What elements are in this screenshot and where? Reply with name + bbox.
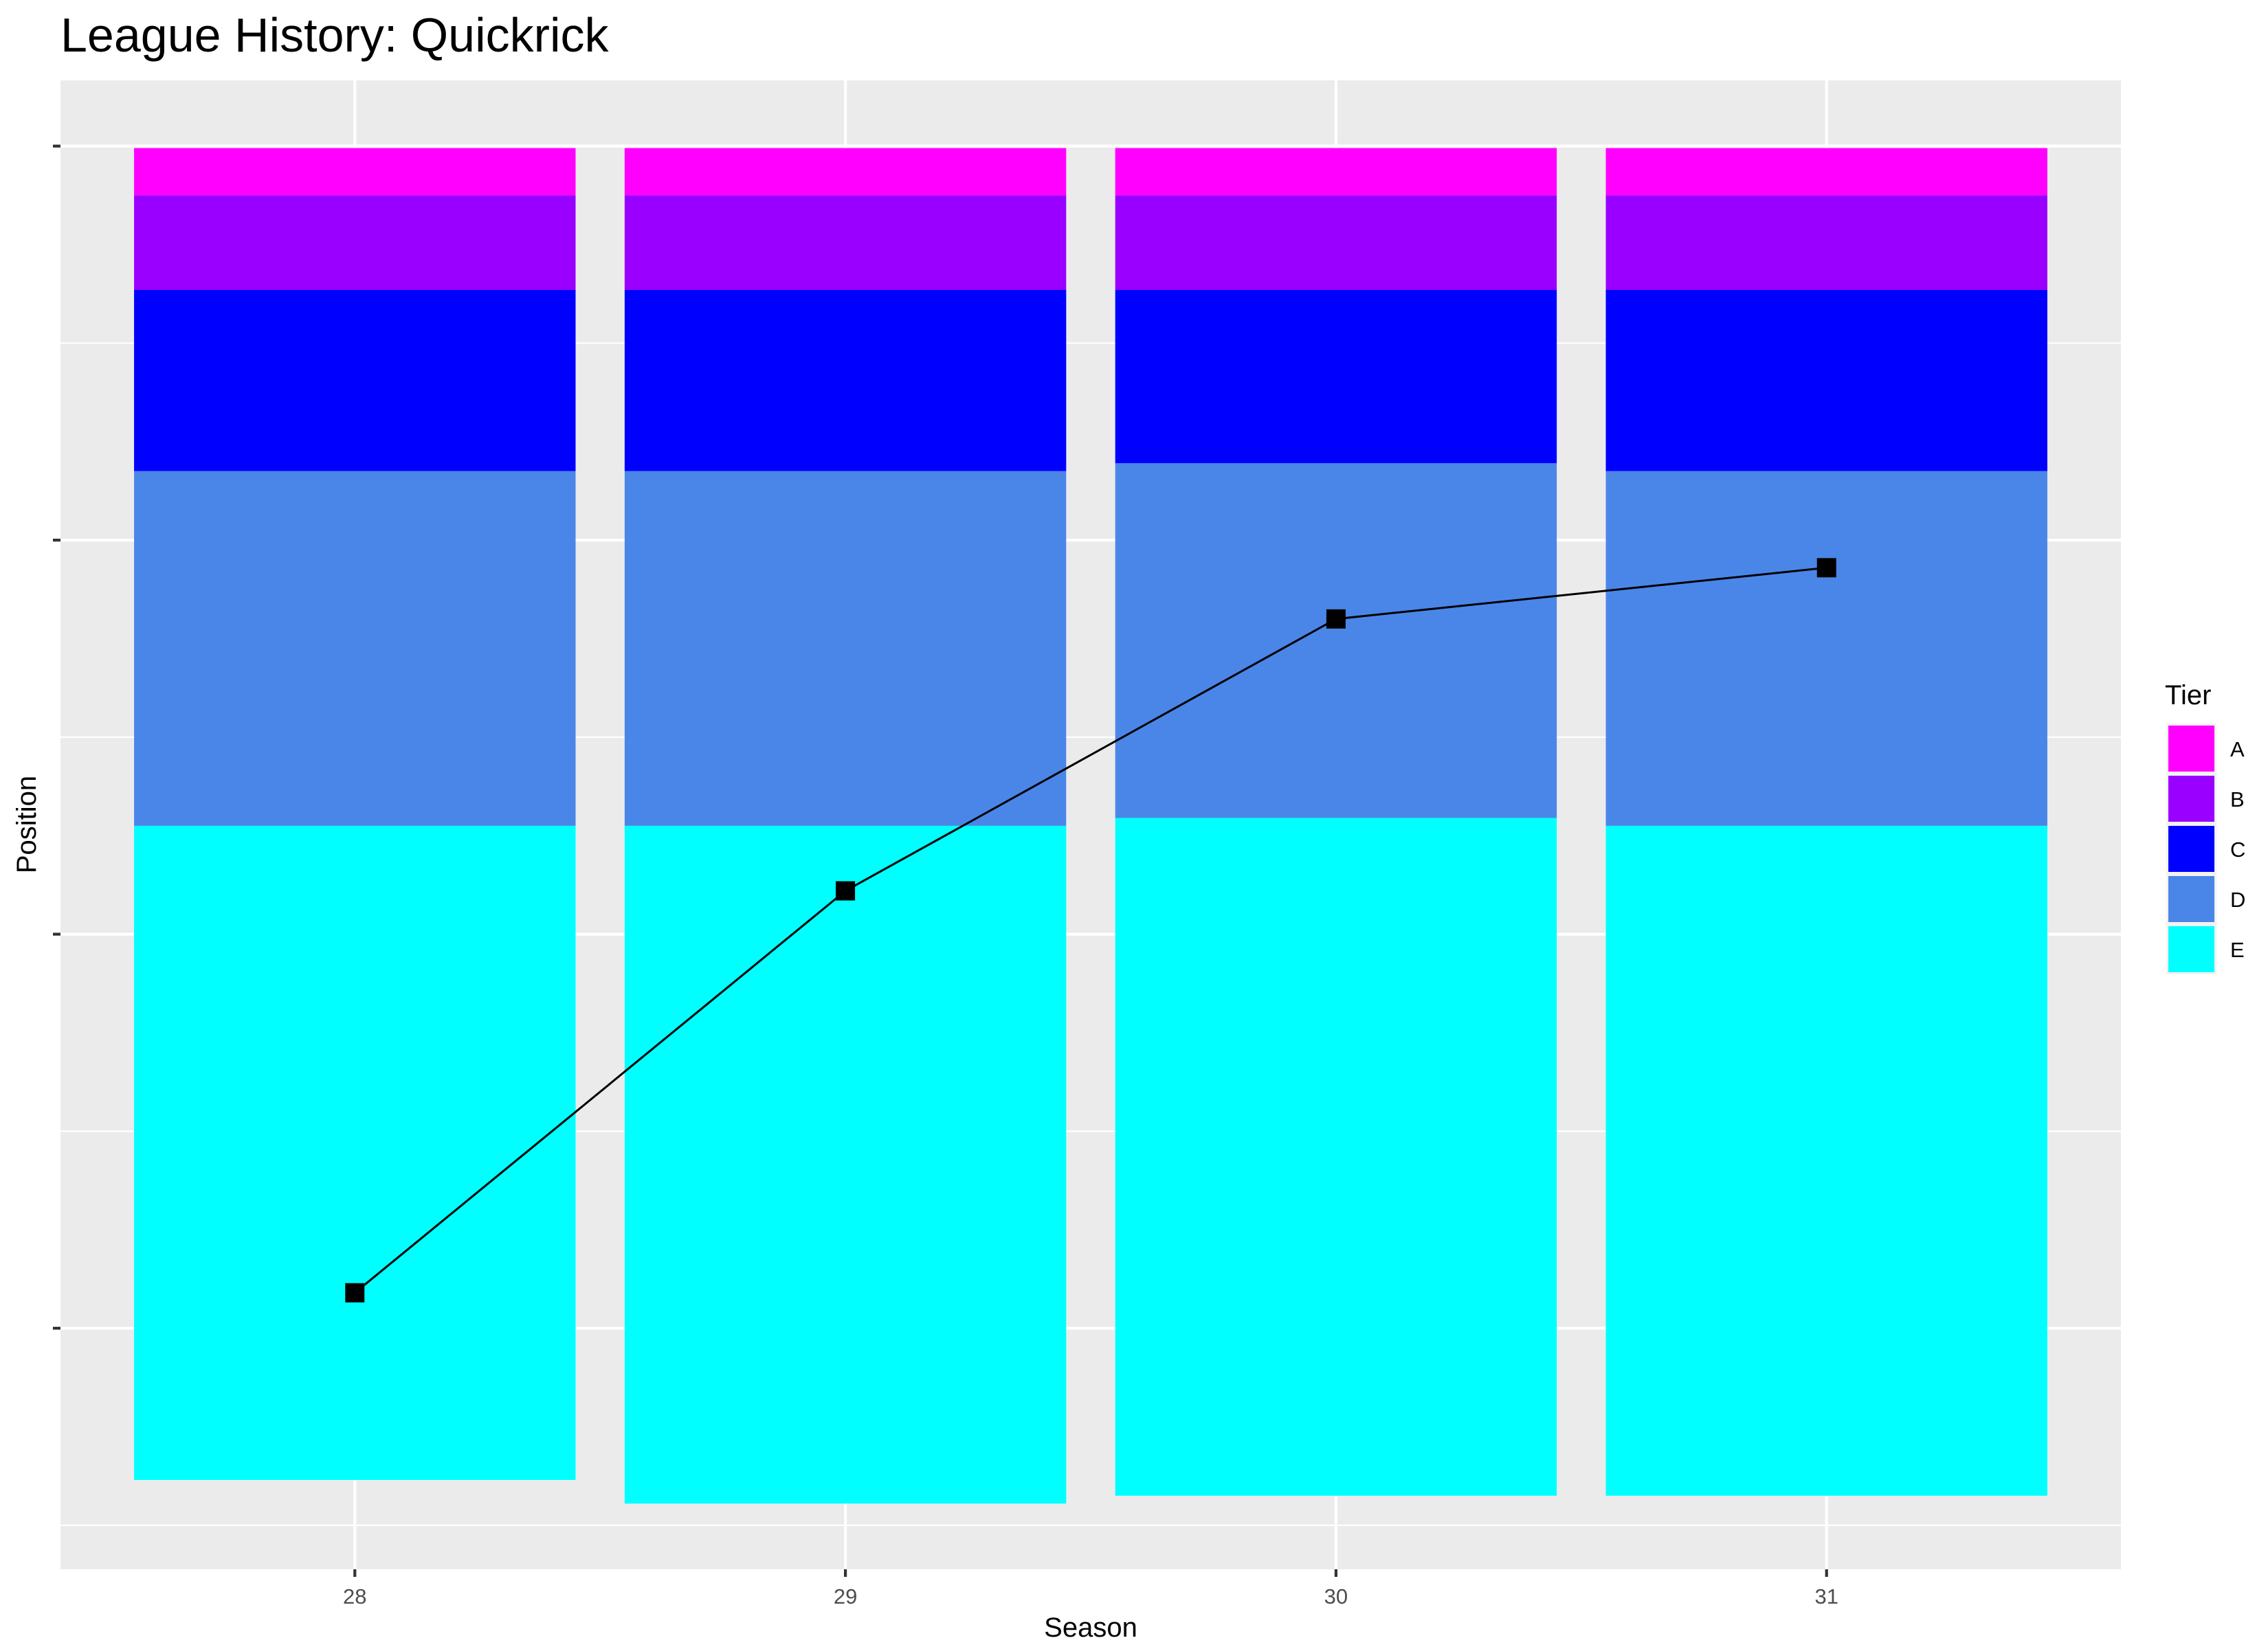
bar-tier-c-season-29 xyxy=(624,289,1067,471)
legend-label-a: A xyxy=(2230,737,2245,761)
legend-label-d: D xyxy=(2230,888,2245,912)
bar-tier-d-season-29 xyxy=(624,471,1067,826)
legend-label-c: C xyxy=(2230,838,2245,862)
bar-tier-e-season-29 xyxy=(624,825,1067,1504)
position-point-season-30 xyxy=(1326,609,1346,629)
x-tick-label: 28 xyxy=(343,1584,366,1608)
position-line-path xyxy=(354,566,1827,1294)
bar-tier-e-season-31 xyxy=(1605,825,2047,1496)
legend-swatch-d xyxy=(2168,876,2214,922)
bar-tier-a-season-29 xyxy=(624,148,1067,196)
position-line xyxy=(345,558,1836,1303)
legend-swatch-e xyxy=(2168,926,2214,972)
y-axis-title: Position xyxy=(12,776,42,873)
x-tick-label: 30 xyxy=(1324,1584,1348,1608)
bar-tier-d-season-31 xyxy=(1605,471,2047,826)
bar-tier-e-season-30 xyxy=(1115,818,1557,1496)
bar-tier-c-season-28 xyxy=(134,289,576,471)
x-axis-title: Season xyxy=(1044,1613,1137,1643)
legend: Tier A B C D E xyxy=(2165,680,2245,974)
bar-tier-a-season-28 xyxy=(134,148,576,196)
legend-title: Tier xyxy=(2165,680,2211,710)
position-point-season-28 xyxy=(345,1283,365,1303)
legend-swatch-b xyxy=(2168,776,2214,822)
legend-swatch-c xyxy=(2168,826,2214,872)
y-axis xyxy=(53,144,60,1330)
bar-tier-a-season-31 xyxy=(1605,148,2047,196)
x-tick-label: 29 xyxy=(834,1584,857,1608)
bar-tier-a-season-30 xyxy=(1115,148,1557,196)
position-point-season-29 xyxy=(836,881,856,901)
chart-title: League History: Quickrick xyxy=(60,8,610,62)
bar-tier-b-season-31 xyxy=(1605,195,2047,290)
bar-tier-b-season-30 xyxy=(1115,195,1557,290)
x-axis: 28 29 30 31 xyxy=(343,1569,1838,1608)
legend-label-b: B xyxy=(2230,787,2245,811)
bar-tier-c-season-31 xyxy=(1605,289,2047,471)
bar-tier-e-season-28 xyxy=(134,825,576,1480)
bar-tier-b-season-28 xyxy=(134,195,576,290)
bar-tier-d-season-28 xyxy=(134,471,576,826)
bar-tier-c-season-30 xyxy=(1115,289,1557,464)
position-point-season-31 xyxy=(1816,558,1836,578)
bar-tier-d-season-30 xyxy=(1115,463,1557,818)
legend-label-e: E xyxy=(2230,938,2245,962)
tier-bars xyxy=(134,148,2047,1504)
legend-swatch-a xyxy=(2168,726,2214,772)
bar-tier-b-season-29 xyxy=(624,195,1067,290)
x-tick-label: 31 xyxy=(1814,1584,1838,1608)
